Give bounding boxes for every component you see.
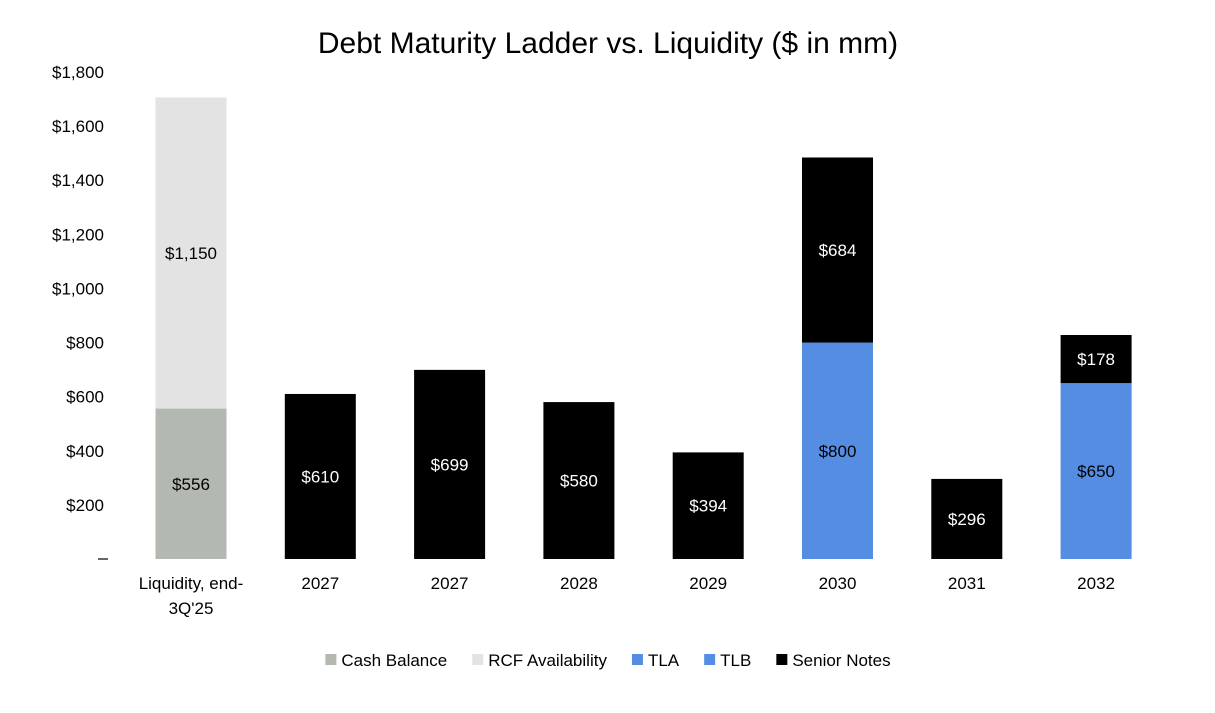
legend-item: Cash Balance [325,651,447,670]
y-tick-label: $1,400 [52,171,104,190]
legend-swatch [472,654,484,665]
legend-item: TLA [631,651,680,670]
y-tick-label: $200 [66,496,104,515]
x-axis: Liquidity, end- 3Q'25 2027 2027 2028 2029 2030… [139,574,1115,618]
y-tick-label: $800 [66,334,104,353]
x-category-label: 2027 [431,574,469,593]
x-category-label: 2027 [301,574,339,593]
bar-senior-notes [931,478,1003,559]
x-category-label: 3Q'25 [169,599,214,618]
legend-item: RCF Availability [472,651,607,670]
legend: Cash Balance RCF Availability TLA TLB Senior… [325,651,891,670]
legend-label: RCF Availability [488,651,607,670]
bar-senior-notes [414,369,486,559]
bar-tlb [1060,383,1132,559]
bar-cash-balance [155,408,227,559]
bar-tla [802,342,873,559]
bar-senior-notes [802,157,873,343]
y-tick-label: $1,600 [52,117,104,136]
bar-senior-notes [1060,334,1132,384]
y-tick-label: $1,800 [52,63,104,82]
x-category-label: Liquidity, end- [139,574,244,593]
y-tick-label: $600 [66,388,104,407]
y-axis: $200 $400 $600 $800 $1,000 $1,200 $1,400 $1,600… [52,63,108,560]
legend-item: TLB [704,651,751,670]
data-labels: $556 $1,150 $610 $699 $580 $394 $800 $684 $296 $6… [165,241,1115,529]
data-label: $699 [431,455,469,474]
data-label: $684 [819,241,857,260]
bar-senior-notes [284,393,356,559]
data-label: $610 [301,467,339,486]
data-label: $580 [560,472,598,491]
legend-swatch [776,654,788,665]
data-label: $650 [1077,462,1115,481]
legend-swatch [704,654,716,665]
bars [155,97,1132,559]
bar-senior-notes [672,452,744,559]
data-label: $178 [1077,350,1115,369]
legend-label: Senior Notes [792,651,890,670]
legend-label: TLB [720,651,751,670]
data-label: $1,150 [165,244,217,263]
bar-senior-notes [543,402,615,559]
data-label: $296 [948,510,986,529]
x-category-label: 2028 [560,574,598,593]
x-category-label: 2032 [1077,574,1115,593]
legend-label: Cash Balance [341,651,447,670]
data-label: $556 [172,475,210,494]
legend-label: TLA [648,651,680,670]
y-tick-label: $400 [66,442,104,461]
x-category-label: 2029 [689,574,727,593]
legend-swatch [631,654,643,665]
y-tick-label: $1,200 [52,225,104,244]
legend-swatch [325,654,337,665]
x-category-label: 2031 [948,574,986,593]
data-label: $394 [689,497,727,516]
x-category-label: 2030 [819,574,857,593]
y-tick-label: $1,000 [52,279,104,298]
legend-item: Senior Notes [776,651,891,670]
bar-rcf-availability [155,97,227,409]
data-label: $800 [819,442,857,461]
chart-title: Debt Maturity Ladder vs. Liquidity ($ in… [318,27,898,60]
